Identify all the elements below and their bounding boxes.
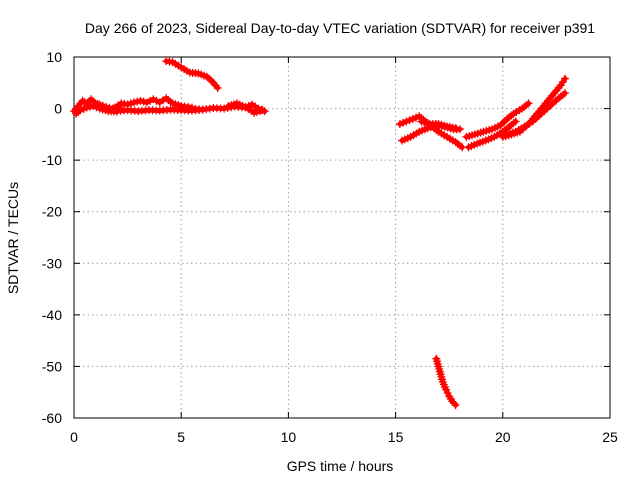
series-arc-7: [162, 57, 222, 92]
data-point-marker: [560, 89, 569, 98]
y-tick-label: -20: [42, 204, 62, 220]
y-tick-label: 10: [46, 49, 62, 65]
data-point-marker: [441, 385, 450, 394]
data-point-marker: [451, 401, 460, 410]
y-tick-label: -10: [42, 152, 62, 168]
y-tick-label: -40: [42, 307, 62, 323]
series-arc-11: [462, 99, 533, 141]
series-trail: [163, 58, 221, 91]
x-tick-label: 10: [281, 429, 297, 445]
series-arc-6: [224, 99, 267, 117]
series-arc-14: [503, 89, 569, 139]
data-point-marker: [450, 399, 459, 408]
x-tick-label: 15: [388, 429, 404, 445]
x-tick-label: 5: [177, 429, 185, 445]
x-axis: 0 5 10 15 20 25: [70, 57, 618, 445]
plot-frame: [73, 56, 611, 419]
data-point-marker: [524, 99, 533, 108]
y-tick-label: -60: [42, 410, 62, 426]
y-axis: 10 0 -10 -20 -30 -40 -50 -60: [42, 49, 610, 426]
data-point-marker: [560, 74, 569, 83]
data-point-marker: [258, 106, 267, 115]
data-point-marker: [443, 388, 452, 397]
series-arc-10: [417, 117, 460, 133]
y-tick-label: -50: [42, 358, 62, 374]
x-axis-label: GPS time / hours: [287, 458, 394, 474]
x-tick-label: 25: [602, 429, 618, 445]
x-tick-label: 20: [495, 429, 511, 445]
series-trail: [504, 90, 568, 137]
data-point-marker: [511, 117, 520, 126]
data-point-marker: [451, 124, 460, 133]
plot-area: [70, 57, 569, 410]
y-axis-label: SDTVAR / TECUs: [5, 182, 21, 294]
data-point-marker: [213, 83, 222, 92]
y-tick-label: -30: [42, 255, 62, 271]
series-arc-12: [464, 117, 520, 152]
data-point-marker: [220, 104, 229, 113]
chart-title: Day 266 of 2023, Sidereal Day-to-day VTE…: [85, 20, 595, 36]
series-arc-15: [432, 354, 460, 410]
series-arc-3: [110, 94, 196, 112]
x-tick-label: 0: [70, 429, 78, 445]
y-tick-label: 0: [54, 101, 62, 117]
